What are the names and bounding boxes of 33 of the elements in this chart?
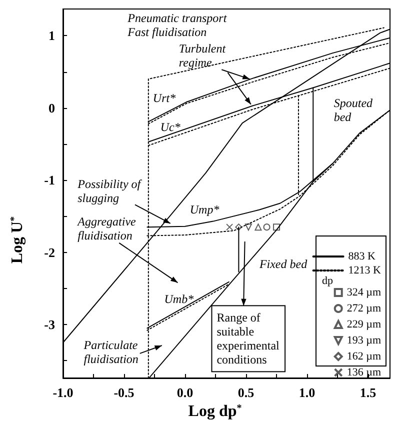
annotation: Ump* [190,202,220,216]
legend-label: 1213 K [348,264,382,276]
legend-title: dp [322,275,334,287]
legend-label: 324 µm [346,286,382,298]
x-tick-label: -1.0 [52,385,74,400]
x-tick-label: 0.0 [176,385,194,400]
y-tick-label: -2 [44,244,55,260]
annotation: Urt* [152,91,176,106]
legend-label: 193 µm [346,334,382,346]
legend-label: 136 µm [346,366,382,378]
y-tick-label: 1 [48,28,55,44]
x-axis-title: Log dp$^{*}$ [188,402,242,420]
legend-label: 162 µm [346,350,382,362]
annotation: Possibility of slugging [76,177,142,206]
annotation: Spouted bed [334,96,374,124]
annotation: Aggregative fluidisation [76,214,137,243]
annotation: Turbulent regime [178,41,226,70]
legend-label: 883 K [348,250,376,262]
x-tick-label: 1.5 [360,385,377,400]
y-tick-label: 0 [48,100,55,116]
annotation: Particulate fluidisation [82,338,138,366]
annotation: Umb* [164,292,194,306]
annotation: Uc* [160,120,180,134]
annotation: Pneumatic transport Fast fluidisation [126,11,228,39]
y-tick-label: -3 [44,317,56,332]
x-tick-label: 0.5 [238,385,255,400]
x-tick-label: -0.5 [114,385,135,400]
annotation: Range of suitable experimental conditions [216,310,280,367]
legend-label: 229 µm [346,318,382,330]
y-tick-label: -1 [44,172,55,188]
x-tick-label: 1.0 [298,385,316,400]
annotation: Fixed bed [258,257,308,272]
legend-label: 272 µm [346,302,382,314]
